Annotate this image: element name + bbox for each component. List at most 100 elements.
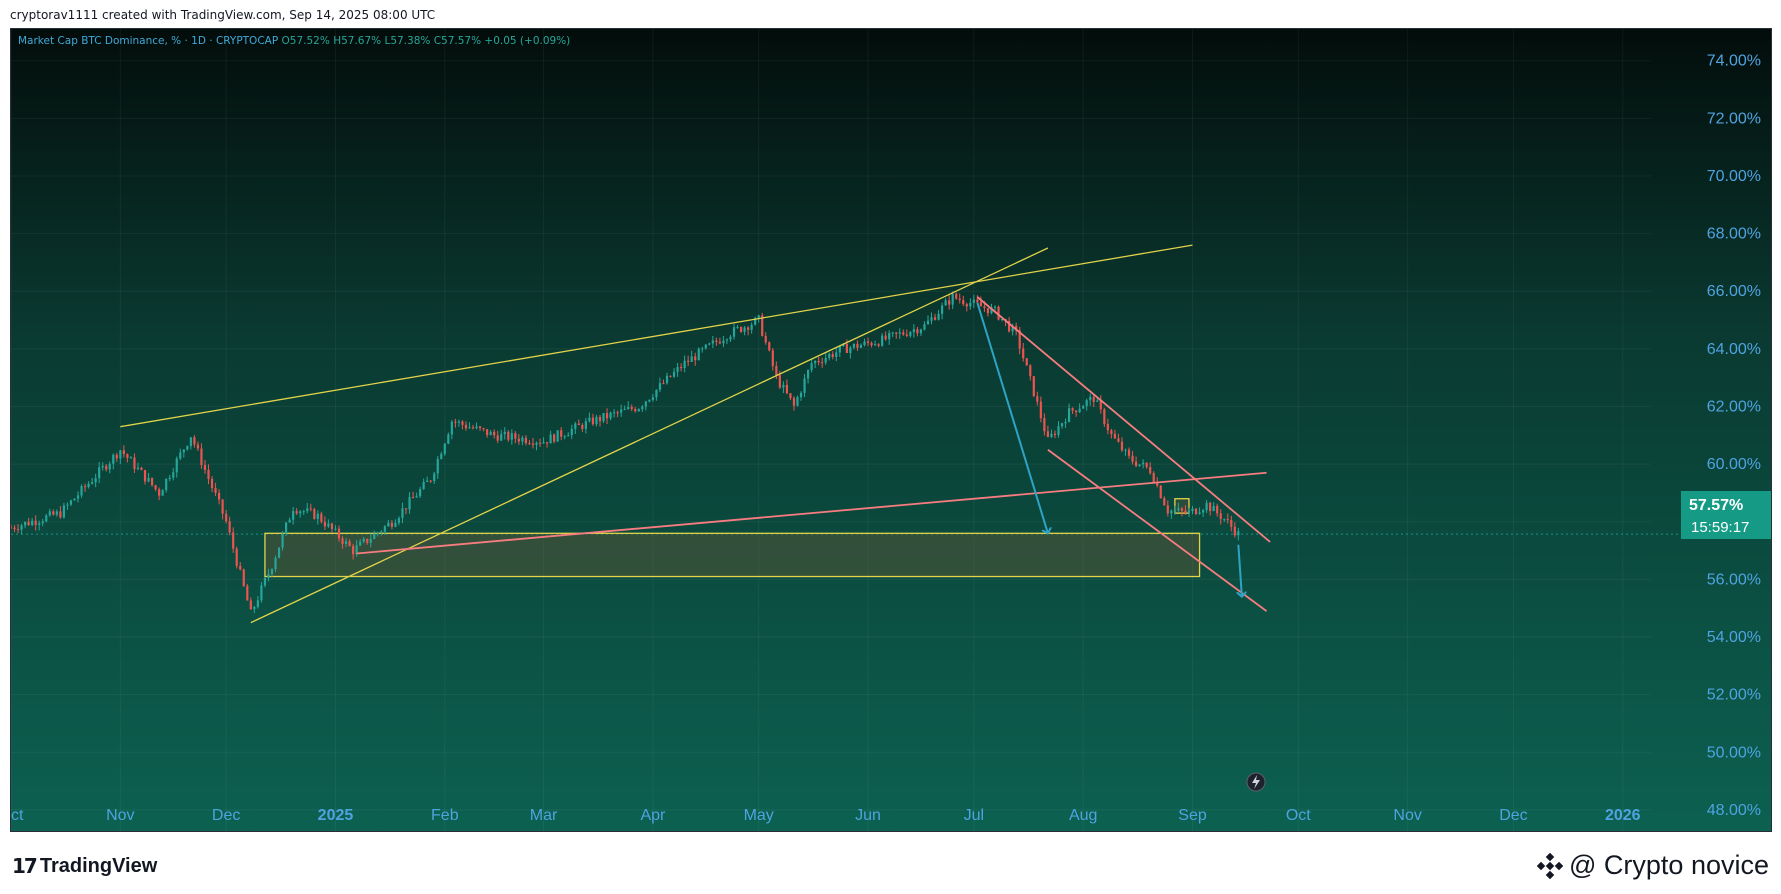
candle-body — [609, 412, 612, 419]
candle-body — [337, 528, 341, 539]
candle-body — [426, 480, 429, 482]
candle-body — [676, 367, 679, 372]
candle-body — [380, 531, 383, 533]
candle-body — [45, 515, 48, 522]
chart-canvas[interactable]: 74.00% 72.00% 70.00% 68.00% 66.00% 64.00% 62.0… — [11, 29, 1772, 832]
candle-body — [553, 434, 556, 442]
candle-body — [500, 434, 503, 441]
chart-credit: cryptorav1111 created with TradingView.c… — [10, 8, 436, 22]
candle-body — [634, 409, 637, 412]
candle-body — [729, 336, 732, 340]
candle-body — [570, 428, 573, 436]
y-tick-label: 72.00% — [1707, 110, 1761, 127]
candle-body — [1060, 423, 1064, 427]
legend-open: O57.52% — [281, 35, 330, 47]
candle-body — [408, 497, 411, 510]
candle-body — [1201, 510, 1205, 513]
candle-body — [235, 548, 238, 566]
candle-body — [658, 383, 662, 390]
candle-body — [743, 327, 746, 332]
candle-body — [69, 500, 73, 505]
candle-body — [383, 526, 386, 532]
candle-body — [320, 513, 323, 522]
last-price-badge — [1681, 491, 1771, 539]
candle-body — [59, 511, 62, 518]
candle-body — [1008, 320, 1011, 332]
candle-body — [461, 421, 464, 425]
y-tick-label: 54.00% — [1707, 629, 1761, 646]
candle-body — [715, 340, 718, 342]
candle-body — [690, 356, 693, 362]
candle-body — [404, 508, 408, 510]
candle-body — [493, 431, 496, 436]
candle-body — [902, 332, 905, 335]
candle-body — [200, 448, 203, 466]
candle-body — [1064, 421, 1067, 424]
candle-body — [436, 459, 439, 474]
candle-body — [1085, 400, 1088, 407]
candle-body — [637, 409, 640, 412]
candle-body — [669, 375, 672, 377]
candle-body — [1216, 505, 1219, 514]
candle-body — [687, 360, 690, 362]
candle-body — [13, 527, 16, 530]
candle-body — [1226, 519, 1229, 521]
candle-body — [1173, 510, 1176, 512]
candle-body — [535, 442, 538, 445]
candle-body — [1082, 406, 1085, 409]
x-tick-label: Oct — [1286, 807, 1311, 824]
candle-body — [556, 430, 559, 442]
candle-body — [489, 431, 492, 436]
candle-body — [1050, 433, 1053, 437]
candle-body — [662, 383, 665, 385]
candle-body — [1120, 441, 1124, 451]
legend-high: H57.67% — [333, 35, 382, 47]
x-tick-label: 2026 — [1605, 807, 1641, 824]
candle-body — [757, 315, 760, 318]
candle-body — [80, 486, 83, 496]
tradingview-logo[interactable]: 17 TradingView — [12, 854, 157, 878]
projection-arrow — [1238, 544, 1242, 597]
candle-body — [48, 511, 51, 516]
candle-body — [510, 433, 513, 440]
candle-body — [881, 335, 884, 346]
candle-body — [845, 344, 848, 353]
candle-body — [1039, 401, 1042, 419]
candle-body — [895, 332, 898, 334]
candle-body — [680, 367, 683, 369]
time-axis[interactable]: Oct Nov Dec 2025 Feb Mar Apr May Jun Jul Aug Sep Oct… — [11, 807, 1641, 824]
candle-body — [1219, 513, 1222, 520]
candle-body — [1142, 462, 1145, 465]
candle-body — [792, 398, 796, 406]
candle-body — [1145, 462, 1148, 468]
candle-body — [863, 341, 866, 346]
x-tick-label: Jun — [855, 807, 881, 824]
candle-body — [948, 300, 951, 305]
candle-body — [348, 541, 351, 547]
candle-body — [993, 306, 997, 308]
candle-body — [260, 585, 263, 601]
legend-symbol: Market Cap BTC Dominance, % · 1D · CRYPT… — [18, 35, 279, 47]
x-tick-label: Apr — [640, 807, 666, 824]
candle-body — [588, 417, 591, 422]
candle-body — [785, 384, 789, 394]
candle-body — [683, 360, 686, 369]
candle-body — [1205, 502, 1208, 511]
candle-body — [919, 329, 923, 334]
candle-body — [941, 305, 944, 314]
candle-body — [486, 429, 489, 436]
candle-body — [1212, 505, 1215, 512]
candle-body — [672, 371, 676, 377]
candle-body — [835, 352, 838, 357]
candle-body — [270, 569, 274, 575]
chart-frame[interactable]: 74.00% 72.00% 70.00% 68.00% 66.00% 64.00% 62.0… — [10, 28, 1772, 832]
y-tick-label: 64.00% — [1707, 341, 1761, 358]
candle-body — [1117, 438, 1120, 442]
candle-body — [165, 478, 168, 491]
candle-body — [704, 344, 707, 349]
top-bar: cryptorav1111 created with TradingView.c… — [0, 0, 1781, 28]
candle-body — [1067, 408, 1071, 422]
lightning-icon[interactable] — [1246, 772, 1266, 792]
candle-body — [905, 334, 908, 336]
candle-body — [38, 523, 41, 525]
